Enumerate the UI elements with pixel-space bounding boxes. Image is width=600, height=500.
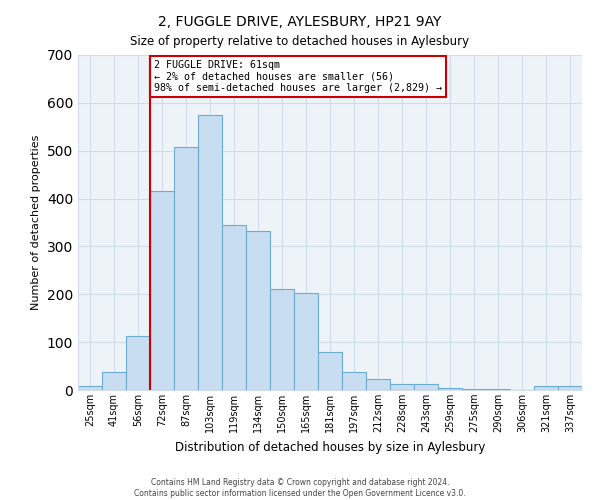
Bar <box>78 386 102 390</box>
Bar <box>390 384 414 390</box>
Bar <box>462 389 486 390</box>
Text: 2, FUGGLE DRIVE, AYLESBURY, HP21 9AY: 2, FUGGLE DRIVE, AYLESBURY, HP21 9AY <box>158 15 442 29</box>
Text: 2 FUGGLE DRIVE: 61sqm
← 2% of detached houses are smaller (56)
98% of semi-detac: 2 FUGGLE DRIVE: 61sqm ← 2% of detached h… <box>154 60 442 93</box>
Bar <box>366 380 390 390</box>
Bar <box>150 192 174 390</box>
Bar <box>246 230 270 390</box>
Bar <box>318 352 342 390</box>
X-axis label: Distribution of detached houses by size in Aylesbury: Distribution of detached houses by size … <box>175 440 485 454</box>
Y-axis label: Number of detached properties: Number of detached properties <box>31 135 41 310</box>
Bar <box>294 294 318 390</box>
Bar <box>486 389 510 390</box>
Bar <box>438 388 462 390</box>
Bar <box>534 386 558 390</box>
Bar <box>414 384 438 390</box>
Text: Contains HM Land Registry data © Crown copyright and database right 2024.
Contai: Contains HM Land Registry data © Crown c… <box>134 478 466 498</box>
Bar <box>558 386 582 390</box>
Bar <box>198 115 222 390</box>
Bar <box>174 148 198 390</box>
Bar <box>102 372 126 390</box>
Text: Size of property relative to detached houses in Aylesbury: Size of property relative to detached ho… <box>130 35 470 48</box>
Bar <box>342 372 366 390</box>
Bar <box>222 225 246 390</box>
Bar <box>126 336 150 390</box>
Bar <box>270 289 294 390</box>
